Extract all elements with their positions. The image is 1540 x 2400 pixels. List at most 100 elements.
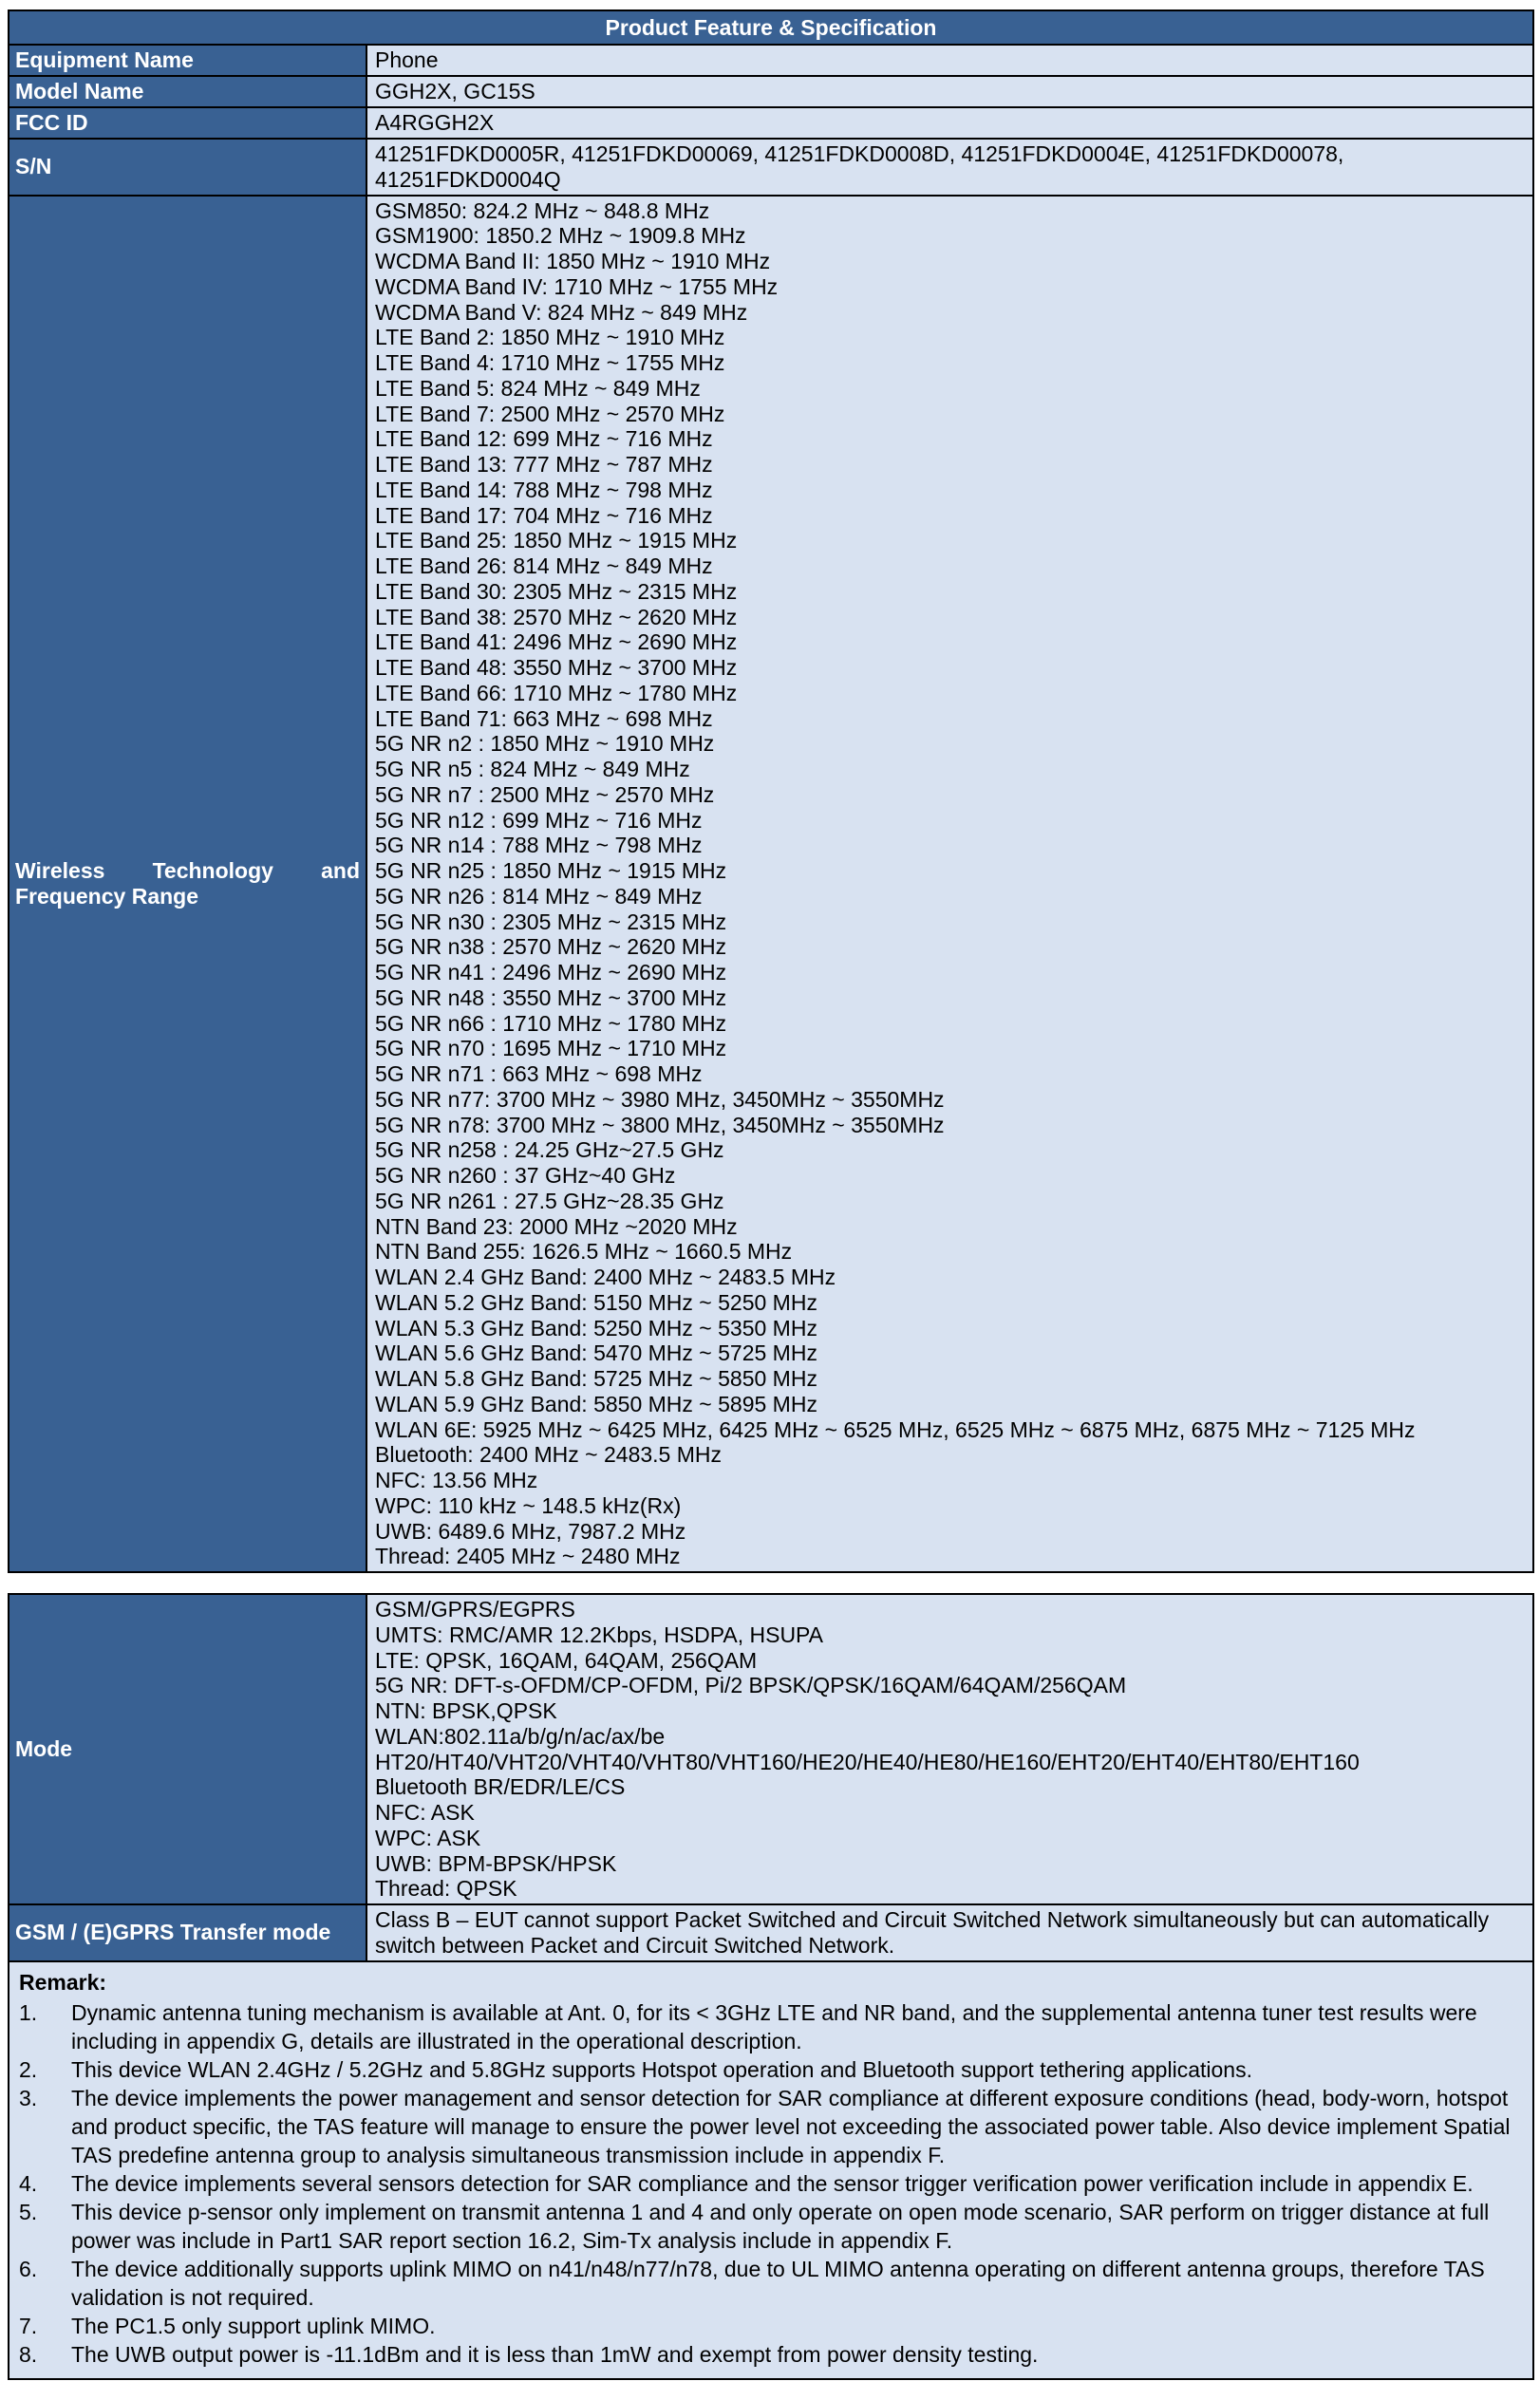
row-label-fcc-id: FCC ID (8, 106, 367, 140)
table-title: Product Feature & Specification (8, 9, 1534, 46)
remark-item-text: The device implements several sensors de… (71, 2170, 1474, 2196)
frequency-line: 5G NR n48 : 3550 MHz ~ 3700 MHz (375, 984, 727, 1010)
remark-item-text: The UWB output power is -11.1dBm and it … (71, 2341, 1039, 2367)
remark-item: 1. Dynamic antenna tuning mechanism is a… (19, 1998, 1523, 2055)
frequency-line: 5G NR n7 : 2500 MHz ~ 2570 MHz (375, 781, 715, 807)
remark-heading: Remark: (19, 1969, 107, 1995)
frequency-line: LTE Band 13: 777 MHz ~ 787 MHz (375, 452, 713, 477)
frequency-line: 5G NR n260 : 37 GHz~40 GHz (375, 1163, 676, 1188)
frequency-range-value: GSM850: 824.2 MHz ~ 848.8 MHz GSM1900: 18… (366, 194, 1534, 1573)
frequency-line: UWB: 6489.6 MHz, 7987.2 MHz (375, 1518, 686, 1544)
frequency-line: LTE Band 25: 1850 MHz ~ 1915 MHz (375, 528, 738, 553)
frequency-line: WLAN 5.6 GHz Band: 5470 MHz ~ 5725 MHz (375, 1341, 817, 1366)
remark-item-number: 3. (19, 2085, 38, 2110)
frequency-line: Bluetooth: 2400 MHz ~ 2483.5 MHz (375, 1442, 723, 1468)
mode-spec-table: Mode GSM/GPRS/EGPRS UMTS: RMC/AMR 12.2Kbp… (8, 1593, 1534, 2380)
remark-item: 6. The device additionally supports upli… (19, 2255, 1523, 2312)
table-row: Model Name GGH2X, GC15S (8, 75, 1534, 108)
fcc-id-value: A4RGGH2X (366, 106, 1534, 140)
mode-line: GSM/GPRS/EGPRS (375, 1597, 575, 1622)
mode-line: WPC: ASK (375, 1825, 481, 1850)
remark-item-number: 6. (19, 2256, 38, 2281)
frequency-line: 5G NR n258 : 24.25 GHz~27.5 GHz (375, 1137, 724, 1163)
frequency-line: 5G NR n78: 3700 MHz ~ 3800 MHz, 3450MHz … (375, 1112, 945, 1137)
remark-item-number: 8. (19, 2341, 38, 2367)
row-label-gsm-egprs-transfer-mode: GSM / (E)GPRS Transfer mode (8, 1903, 367, 1962)
mode-line: UMTS: RMC/AMR 12.2Kbps, HSDPA, HSUPA (375, 1622, 824, 1647)
frequency-line: 5G NR n25 : 1850 MHz ~ 1915 MHz (375, 858, 727, 883)
frequency-line: LTE Band 12: 699 MHz ~ 716 MHz (375, 426, 713, 452)
frequency-line: 5G NR n70 : 1695 MHz ~ 1710 MHz (375, 1036, 727, 1061)
frequency-line: WLAN 5.2 GHz Band: 5150 MHz ~ 5250 MHz (375, 1289, 817, 1315)
frequency-line: LTE Band 7: 2500 MHz ~ 2570 MHz (375, 401, 725, 426)
frequency-line: NTN Band 23: 2000 MHz ~2020 MHz (375, 1213, 738, 1239)
mode-line: LTE: QPSK, 16QAM, 64QAM, 256QAM (375, 1647, 758, 1673)
frequency-line: 5G NR n5 : 824 MHz ~ 849 MHz (375, 757, 690, 781)
frequency-line: 5G NR n66 : 1710 MHz ~ 1780 MHz (375, 1010, 727, 1036)
mode-line: UWB: BPM-BPSK/HPSK (375, 1850, 617, 1876)
remark-item-number: 5. (19, 2199, 38, 2224)
remark-item-text: Dynamic antenna tuning mechanism is avai… (71, 1999, 1477, 2053)
remark-item-number: 1. (19, 1999, 38, 2025)
frequency-line: LTE Band 41: 2496 MHz ~ 2690 MHz (375, 629, 738, 655)
mode-line: 5G NR: DFT-s-OFDM/CP-OFDM, Pi/2 BPSK/QPS… (375, 1673, 1127, 1698)
mode-value: GSM/GPRS/EGPRS UMTS: RMC/AMR 12.2Kbps, HS… (366, 1593, 1534, 1905)
row-label-wireless-technology: Wireless Technology and Frequency Range (8, 194, 367, 1573)
remark-item-text: This device p-sensor only implement on t… (71, 2199, 1490, 2253)
remark-item: 3. The device implements the power manag… (19, 2084, 1523, 2169)
frequency-line: LTE Band 48: 3550 MHz ~ 3700 MHz (375, 655, 738, 680)
frequency-line: 5G NR n77: 3700 MHz ~ 3980 MHz, 3450MHz … (375, 1086, 945, 1112)
table-row: Equipment Name Phone (8, 44, 1534, 77)
frequency-line: LTE Band 5: 824 MHz ~ 849 MHz (375, 375, 701, 401)
frequency-line: GSM1900: 1850.2 MHz ~ 1909.8 MHz (375, 223, 746, 249)
serial-number-value: 41251FDKD0005R, 41251FDKD00069, 41251FDK… (366, 138, 1534, 197)
remark-section: Remark: 1. Dynamic antenna tuning mechan… (8, 1959, 1534, 2380)
row-label-mode: Mode (8, 1593, 367, 1905)
remark-item-text: This device WLAN 2.4GHz / 5.2GHz and 5.8… (71, 2056, 1252, 2082)
frequency-line: LTE Band 38: 2570 MHz ~ 2620 MHz (375, 604, 738, 629)
remark-item: 7. The PC1.5 only support uplink MIMO. (19, 2312, 1523, 2340)
frequency-line: WLAN 5.3 GHz Band: 5250 MHz ~ 5350 MHz (375, 1315, 817, 1341)
row-label-equipment-name: Equipment Name (8, 44, 367, 77)
remark-item-number: 4. (19, 2170, 38, 2196)
frequency-line: LTE Band 4: 1710 MHz ~ 1755 MHz (375, 350, 725, 375)
mode-line: WLAN:802.11a/b/g/n/ac/ax/be (375, 1723, 666, 1749)
table-row: S/N 41251FDKD0005R, 41251FDKD00069, 4125… (8, 138, 1534, 197)
frequency-line: LTE Band 66: 1710 MHz ~ 1780 MHz (375, 680, 738, 705)
table-row: GSM / (E)GPRS Transfer mode Class B – EU… (8, 1903, 1534, 1962)
table-gap (8, 1573, 1532, 1593)
remark-item-text: The device implements the power manageme… (71, 2085, 1511, 2167)
mode-line: Bluetooth BR/EDR/LE/CS (375, 1774, 626, 1800)
table-row: Wireless Technology and Frequency Range … (8, 194, 1534, 1573)
frequency-line: Thread: 2405 MHz ~ 2480 MHz (375, 1544, 681, 1569)
remark-item-text: The PC1.5 only support uplink MIMO. (71, 2313, 436, 2338)
remark-item: 5. This device p-sensor only implement o… (19, 2198, 1523, 2255)
mode-line: NFC: ASK (375, 1800, 475, 1825)
frequency-line: 5G NR n14 : 788 MHz ~ 798 MHz (375, 833, 703, 858)
frequency-line: LTE Band 17: 704 MHz ~ 716 MHz (375, 502, 713, 528)
frequency-line: WCDMA Band IV: 1710 MHz ~ 1755 MHz (375, 273, 779, 299)
frequency-line: 5G NR n2 : 1850 MHz ~ 1910 MHz (375, 731, 715, 757)
frequency-line: WPC: 110 kHz ~ 148.5 kHz(Rx) (375, 1492, 682, 1518)
table-row: FCC ID A4RGGH2X (8, 106, 1534, 140)
remark-item-number: 2. (19, 2056, 38, 2082)
remark-item: 8. The UWB output power is -11.1dBm and … (19, 2340, 1523, 2369)
mode-line: Thread: QPSK (375, 1876, 517, 1902)
frequency-line: 5G NR n38 : 2570 MHz ~ 2620 MHz (375, 934, 727, 960)
remark-item-text: The device additionally supports uplink … (71, 2256, 1485, 2310)
frequency-line: LTE Band 26: 814 MHz ~ 849 MHz (375, 553, 713, 578)
frequency-line: LTE Band 14: 788 MHz ~ 798 MHz (375, 477, 713, 502)
frequency-line: WLAN 5.9 GHz Band: 5850 MHz ~ 5895 MHz (375, 1391, 817, 1416)
frequency-line: LTE Band 30: 2305 MHz ~ 2315 MHz (375, 578, 738, 604)
frequency-line: 5G NR n26 : 814 MHz ~ 849 MHz (375, 883, 703, 909)
product-spec-table: Product Feature & Specification Equipmen… (8, 9, 1534, 1573)
frequency-line: LTE Band 71: 663 MHz ~ 698 MHz (375, 705, 713, 731)
mode-line: NTN: BPSK,QPSK (375, 1698, 557, 1723)
frequency-line: 5G NR n30 : 2305 MHz ~ 2315 MHz (375, 909, 727, 934)
frequency-line: 5G NR n261 : 27.5 GHz~28.35 GHz (375, 1188, 724, 1213)
table-header-row: Product Feature & Specification (8, 9, 1534, 46)
remark-list: 1. Dynamic antenna tuning mechanism is a… (19, 1998, 1523, 2369)
remark-item-number: 7. (19, 2313, 38, 2338)
frequency-line: 5G NR n41 : 2496 MHz ~ 2690 MHz (375, 960, 727, 984)
